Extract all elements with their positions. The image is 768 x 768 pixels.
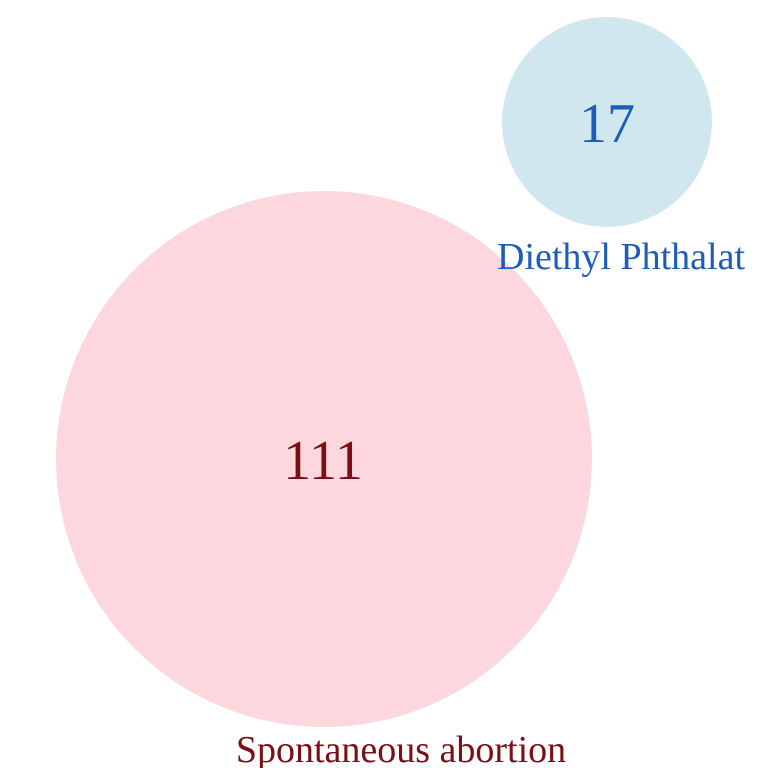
circle-spontaneous-abortion xyxy=(56,191,592,727)
count-diethyl-phthalate: 17 xyxy=(579,93,635,155)
label-diethyl-phthalate: Diethyl Phthalat xyxy=(497,236,745,278)
circle-diethyl-phthalate xyxy=(502,17,712,227)
label-spontaneous-abortion: Spontaneous abortion xyxy=(236,729,566,768)
count-spontaneous-abortion: 111 xyxy=(283,430,363,492)
